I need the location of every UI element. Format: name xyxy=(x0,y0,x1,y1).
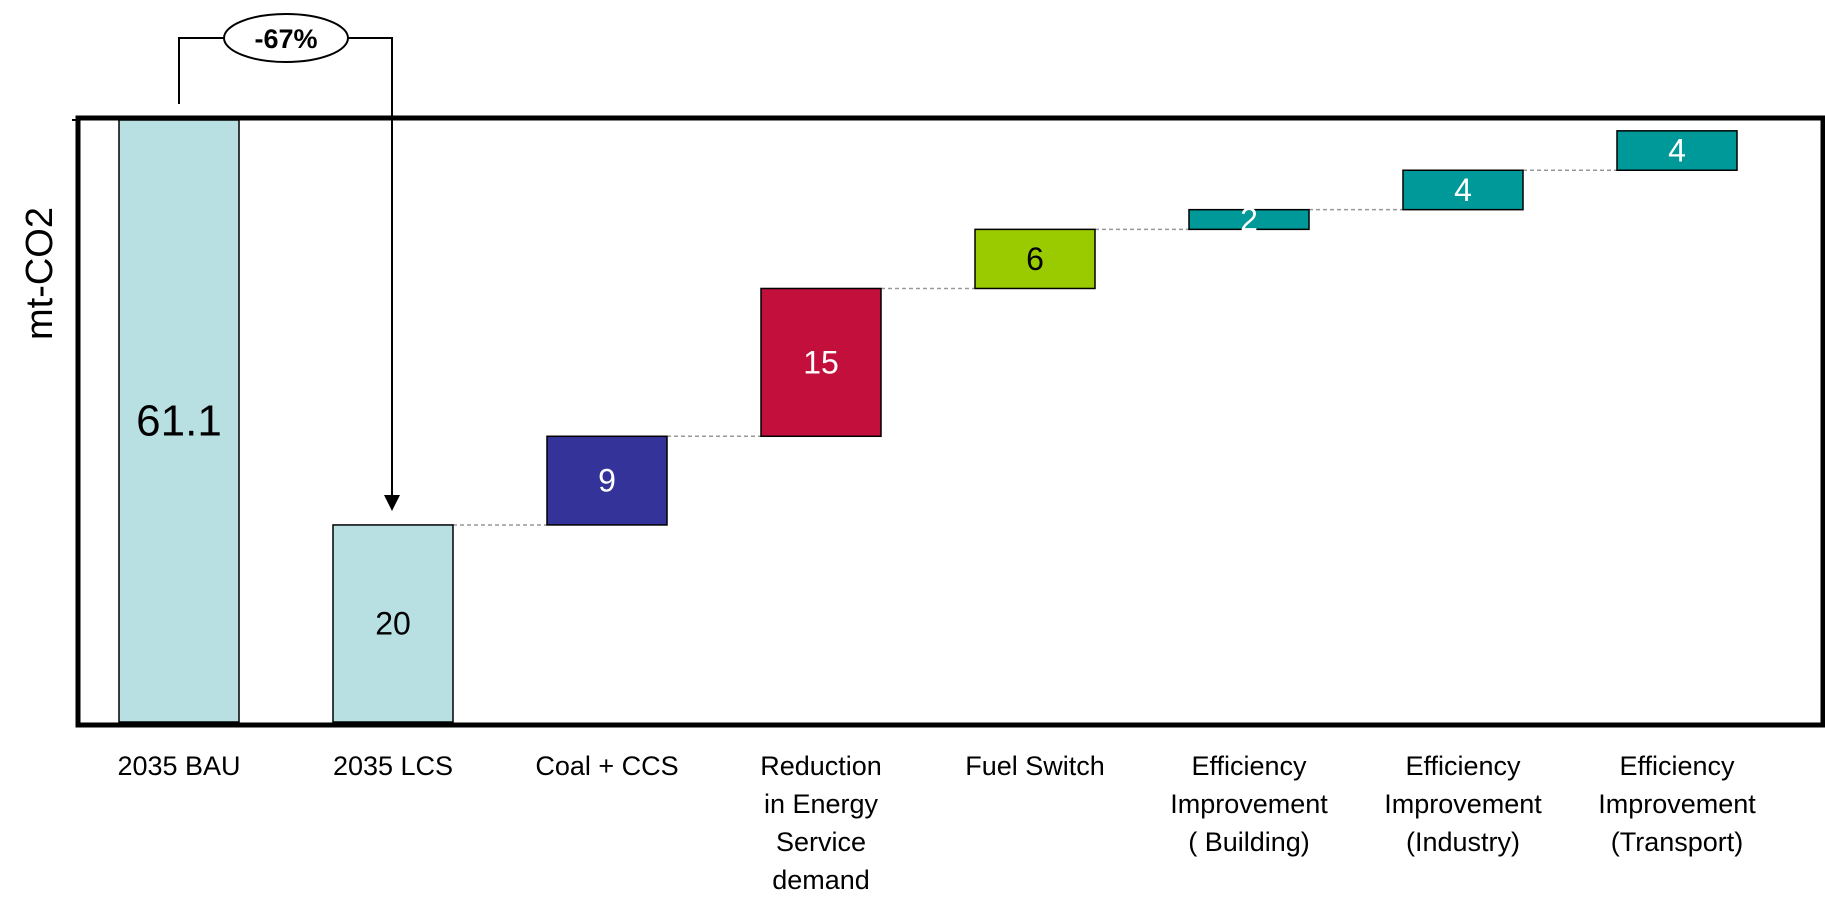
x-tick-label-4: Fuel Switch xyxy=(965,751,1105,781)
bar-value-label-4: 6 xyxy=(1026,241,1044,277)
bar-3 xyxy=(760,287,882,438)
percent-change-ellipse xyxy=(223,13,349,63)
bar-5 xyxy=(1188,208,1310,231)
connector-lines xyxy=(453,169,1617,526)
x-tick-label-0: 2035 BAU xyxy=(117,751,241,781)
bar-group xyxy=(118,119,1738,723)
bar-6 xyxy=(1402,169,1524,211)
bar-value-label-7: 4 xyxy=(1668,133,1686,169)
bar-1 xyxy=(332,524,454,723)
x-tick-label-2: Coal + CCS xyxy=(535,751,679,781)
bar-value-labels: 61.1 20 9 15 6 2 4 4 xyxy=(136,133,1686,642)
bar-value-label-0: 61.1 xyxy=(136,397,222,446)
annotation-arrowhead xyxy=(384,494,400,511)
percent-change-label: -67% xyxy=(254,24,318,54)
x-tick-label-6: Efficiency Improvement (Industry) xyxy=(1384,751,1542,857)
bar-value-label-6: 4 xyxy=(1454,172,1472,208)
bar-value-label-5: 2 xyxy=(1240,202,1258,238)
reduction-annotation xyxy=(178,13,400,511)
x-tick-label-5: Efficiency Improvement ( Building) xyxy=(1170,751,1328,857)
bar-0 xyxy=(118,119,240,723)
bar-4 xyxy=(974,228,1096,290)
bar-7 xyxy=(1616,130,1738,171)
x-tick-label-1: 2035 LCS xyxy=(332,751,454,781)
x-tick-label-3: Reduction in Energy Service demand xyxy=(760,751,882,895)
x-tick-label-7: Efficiency Improvement (Transport) xyxy=(1598,751,1756,857)
bar-value-label-2: 9 xyxy=(598,463,616,499)
bar-value-label-3: 15 xyxy=(803,344,839,380)
bar-2 xyxy=(546,435,668,526)
bar-value-label-1: 20 xyxy=(375,605,411,641)
plot-frame xyxy=(75,115,1825,728)
y-axis-label: mt-CO2 xyxy=(19,207,61,340)
